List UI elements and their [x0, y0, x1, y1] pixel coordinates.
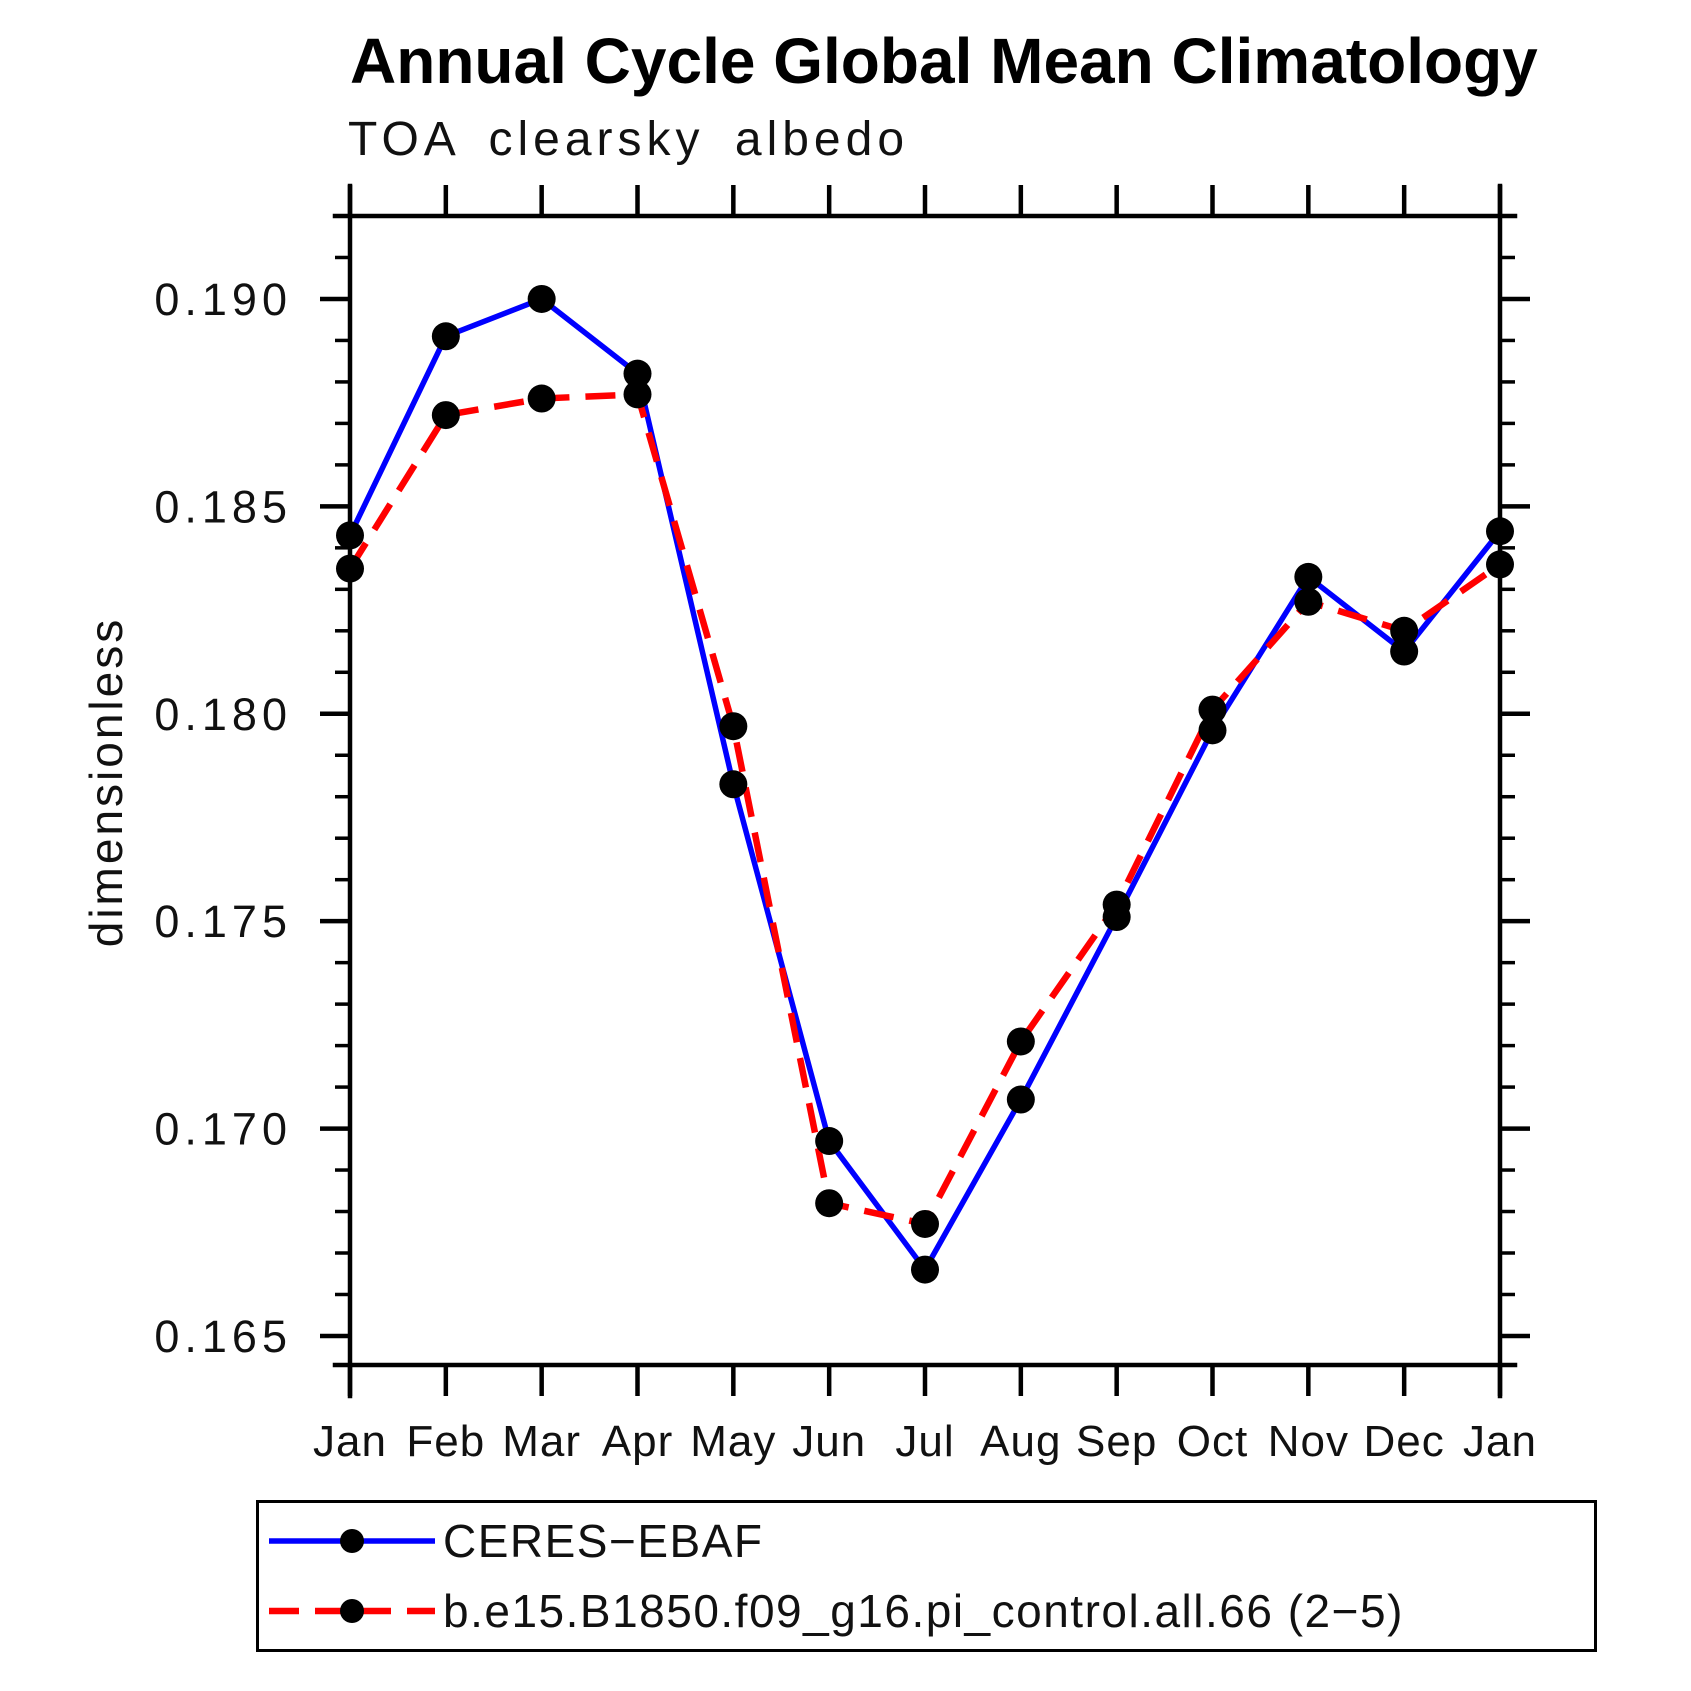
- series-line-ceres-ebaf: [347, 296, 1503, 1273]
- x-tick-label: May: [690, 1417, 776, 1466]
- legend-sample-solid: [269, 1529, 435, 1553]
- x-tick-label: Jun: [792, 1417, 866, 1466]
- y-tick-label: 0.190: [154, 274, 292, 325]
- x-tick-label: Mar: [502, 1417, 581, 1466]
- x-tick-label: Jan: [1463, 1417, 1537, 1466]
- data-point-marker: [719, 712, 748, 741]
- legend: CERES−EBAF b.e15.B1850.f09_g16.pi_contro…: [256, 1500, 1597, 1652]
- data-point-marker: [1102, 890, 1131, 919]
- data-point-marker: [1294, 587, 1323, 616]
- data-point-marker: [1390, 637, 1419, 666]
- data-point-marker: [1006, 1085, 1035, 1114]
- y-tick-label: 0.170: [154, 1104, 292, 1155]
- chart-title: Annual Cycle Global Mean Climatology: [350, 25, 1538, 97]
- y-tick-label: 0.180: [154, 689, 292, 740]
- legend-sample-dashed: [269, 1599, 435, 1623]
- x-tick-label: Nov: [1268, 1417, 1349, 1466]
- data-point-marker: [1198, 716, 1227, 745]
- y-tick-label: 0.165: [154, 1311, 292, 1362]
- legend-item-model: b.e15.B1850.f09_g16.pi_control.all.66 (2…: [259, 1576, 1594, 1646]
- x-tick-label: Jan: [313, 1417, 387, 1466]
- legend-label-model: b.e15.B1850.f09_g16.pi_control.all.66 (2…: [443, 1585, 1404, 1637]
- x-tick-label: Dec: [1364, 1417, 1445, 1466]
- x-tick-label: Aug: [980, 1417, 1061, 1466]
- data-point-marker: [336, 554, 364, 583]
- data-point-marker: [1486, 517, 1514, 546]
- y-tick-label: 0.185: [154, 481, 292, 532]
- data-point-marker: [911, 1255, 939, 1284]
- y-tick-label: 0.175: [154, 896, 292, 947]
- legend-marker-dot: [340, 1599, 364, 1623]
- x-tick-label: Jul: [895, 1417, 954, 1466]
- series-line-model: [347, 391, 1502, 1228]
- x-tick-label: Sep: [1076, 1417, 1157, 1466]
- data-point-marker: [431, 401, 460, 430]
- data-point-marker: [719, 770, 748, 799]
- data-point-marker: [815, 1189, 844, 1218]
- x-tick-label: Apr: [602, 1417, 673, 1466]
- data-point-marker: [527, 284, 556, 313]
- data-point-marker: [336, 521, 364, 550]
- legend-label-ceres-ebaf: CERES−EBAF: [443, 1515, 764, 1567]
- data-point-marker: [623, 359, 652, 388]
- data-point-marker: [1006, 1027, 1035, 1056]
- data-point-marker: [1294, 562, 1323, 591]
- data-point-marker: [1486, 550, 1514, 579]
- data-point-marker: [623, 380, 652, 409]
- chart-subtitle: TOA clearsky albedo: [348, 113, 910, 166]
- legend-marker-dot: [340, 1529, 364, 1553]
- data-point-marker: [1390, 616, 1419, 645]
- x-tick-label: Feb: [406, 1417, 485, 1466]
- data-point-marker: [431, 322, 460, 351]
- data-point-marker: [1198, 695, 1227, 724]
- data-point-marker: [815, 1127, 844, 1156]
- legend-item-ceres-ebaf: CERES−EBAF: [259, 1506, 1594, 1576]
- data-point-marker: [527, 384, 556, 413]
- x-tick-label: Oct: [1177, 1417, 1248, 1466]
- data-point-marker: [911, 1209, 939, 1238]
